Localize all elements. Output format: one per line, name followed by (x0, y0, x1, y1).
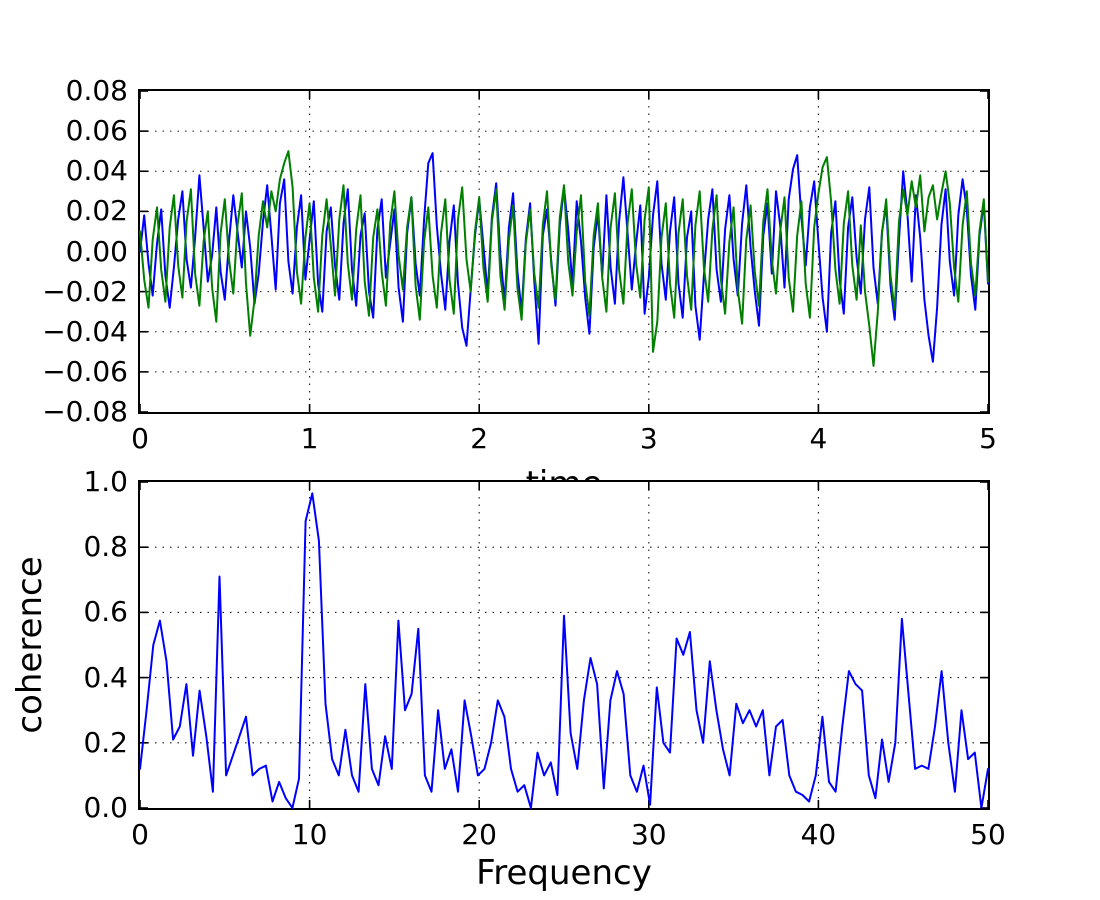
x-tick-label: 50 (970, 818, 1006, 851)
axes-coherence: 0 10 20 30 40 50 1.0 0.8 0.6 0.4 0.2 0.0 (83, 465, 1005, 851)
x-tick-label: 0 (131, 422, 149, 455)
y-tick-label: 1.0 (83, 465, 128, 498)
axes-signals: 0 1 2 3 4 5 0.08 0.06 0.04 0.02 0.00 −0.02 −0.04 −0.0… (42, 74, 997, 455)
x-tick-label: 2 (470, 422, 489, 455)
series-s2 (139, 150, 989, 367)
x-tick-label: 10 (291, 818, 328, 851)
x-tick-label: 20 (461, 818, 497, 851)
x-tick-label: 5 (979, 422, 997, 455)
y-tick-label: 0.02 (65, 194, 128, 228)
y-tick-label: 0.08 (65, 74, 128, 107)
y-tick-label: −0.08 (42, 395, 128, 428)
coherence-y-axis-label: coherence (10, 556, 50, 734)
y-tick-label: −0.06 (42, 354, 128, 388)
plot-canvas (139, 481, 989, 809)
series-coherence (139, 492, 989, 809)
y-tick-label: 0.4 (83, 660, 128, 694)
y-tick-label: 0.8 (83, 530, 128, 564)
y-tick-label: 0.0 (83, 791, 128, 824)
x-tick-label: 4 (809, 422, 828, 455)
y-tick-label: −0.04 (42, 314, 128, 348)
y-tick-label: 0.04 (65, 154, 128, 188)
y-tick-label: 0.00 (65, 234, 128, 268)
y-tick-label: −0.02 (42, 274, 128, 308)
x-tick-label: 40 (800, 818, 837, 851)
plot-canvas (139, 90, 989, 413)
signals-y-axis-label: s1 and s2 (0, 169, 8, 335)
y-tick-label: 0.2 (83, 725, 128, 759)
y-tick-label: 0.6 (83, 595, 128, 629)
coherence-x-axis-label: Frequency (476, 853, 652, 893)
x-tick-label: 3 (639, 422, 658, 455)
x-tick-label: 1 (300, 422, 319, 455)
y-tick-label: 0.06 (65, 114, 128, 148)
x-tick-label: 0 (131, 818, 149, 851)
x-tick-label: 30 (630, 818, 667, 851)
